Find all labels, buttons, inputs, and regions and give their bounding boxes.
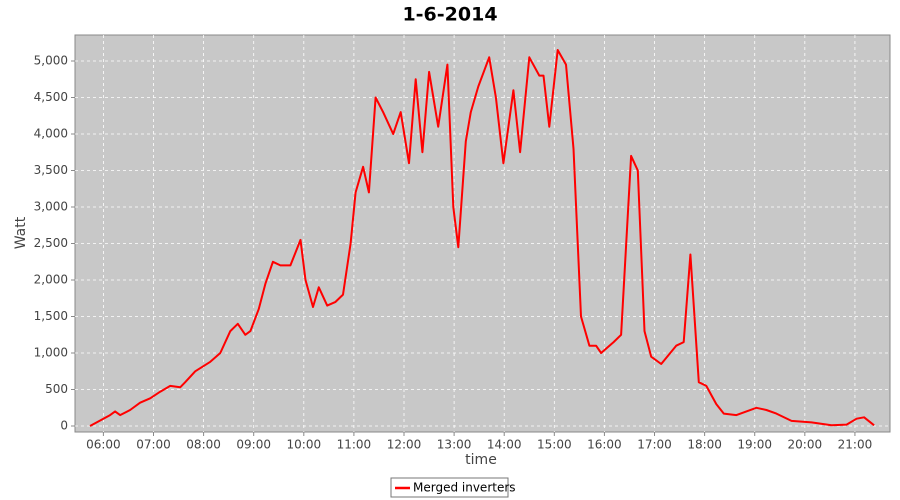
legend-label: Merged inverters xyxy=(413,481,516,495)
x-tick-label: 15:00 xyxy=(537,438,572,452)
x-tick-label: 14:00 xyxy=(487,438,522,452)
y-tick-label: 4,000 xyxy=(34,126,68,140)
x-tick-label: 17:00 xyxy=(637,438,672,452)
x-tick-label: 10:00 xyxy=(287,438,322,452)
x-tick-label: 21:00 xyxy=(838,438,873,452)
x-tick-label: 19:00 xyxy=(737,438,772,452)
y-tick-label: 2,000 xyxy=(34,273,68,287)
y-tick-label: 5,000 xyxy=(34,53,68,67)
x-tick-label: 06:00 xyxy=(86,438,121,452)
plot-area xyxy=(74,34,891,433)
y-tick-label: 2,500 xyxy=(34,236,68,250)
y-tick-label: 0 xyxy=(60,419,68,433)
x-tick-label: 12:00 xyxy=(387,438,422,452)
x-tick-label: 07:00 xyxy=(136,438,171,452)
y-tick-label: 1,500 xyxy=(34,309,68,323)
legend xyxy=(390,477,509,498)
y-tick-label: 3,000 xyxy=(34,199,68,213)
x-tick-label: 09:00 xyxy=(236,438,271,452)
chart-title: 1-6-2014 xyxy=(402,4,497,26)
data-line xyxy=(89,49,875,427)
y-axis-label: Watt xyxy=(13,216,29,249)
x-tick-label: 16:00 xyxy=(587,438,622,452)
x-tick-label: 08:00 xyxy=(186,438,221,452)
y-tick-label: 4,500 xyxy=(34,90,68,104)
x-tick-label: 18:00 xyxy=(687,438,722,452)
x-tick-label: 20:00 xyxy=(788,438,823,452)
x-tick-label: 11:00 xyxy=(337,438,372,452)
y-tick-label: 3,500 xyxy=(34,163,68,177)
y-tick-label: 1,000 xyxy=(34,346,68,360)
x-axis-label: time xyxy=(465,452,497,468)
y-tick-label: 500 xyxy=(45,382,68,396)
x-tick-label: 13:00 xyxy=(437,438,472,452)
